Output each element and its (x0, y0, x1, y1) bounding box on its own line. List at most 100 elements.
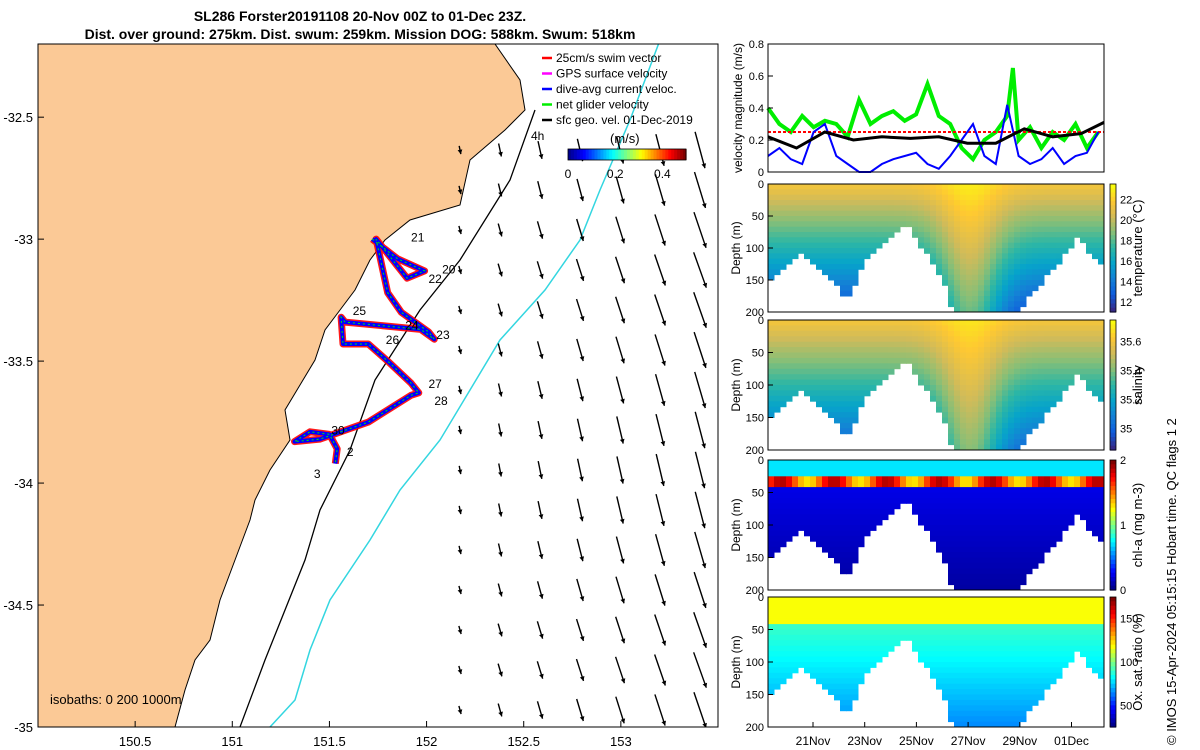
section-cell (888, 597, 895, 603)
section-cell (1092, 651, 1099, 658)
section-cell (828, 640, 835, 647)
geo-arrow-head (498, 391, 503, 397)
section-cell (1092, 613, 1099, 620)
geo-arrow (615, 216, 625, 244)
section-cell (954, 672, 961, 679)
section-cell (1086, 508, 1093, 515)
section-cell (786, 607, 793, 614)
section-cell (852, 557, 859, 564)
section-cell (1008, 487, 1015, 493)
section-cell (810, 395, 817, 402)
section-cell (996, 597, 1003, 603)
section-cell (798, 645, 805, 652)
section-cell (1098, 535, 1105, 542)
section-cell (948, 710, 955, 717)
section-cell (1092, 385, 1099, 391)
section-cell (786, 320, 793, 326)
section-cell (984, 306, 991, 313)
section-cell (852, 492, 859, 499)
section-cell (1038, 374, 1045, 381)
section-cell (930, 352, 937, 359)
section-cell (984, 264, 991, 270)
section-cell (978, 428, 985, 435)
colorbar-tick: 35 (1120, 423, 1132, 435)
section-cell (864, 618, 871, 625)
section-cell (942, 226, 949, 233)
section-cell (990, 694, 997, 701)
section-cell (768, 546, 775, 553)
section-cell (1092, 320, 1099, 326)
colorbar-cell (629, 149, 634, 160)
section-cell (936, 385, 943, 391)
section-cell (972, 290, 979, 297)
section-cell (786, 481, 793, 488)
section-cell (978, 705, 985, 712)
section-cell (990, 242, 997, 249)
section-cell (894, 357, 901, 364)
y-tick-label: -35 (14, 720, 33, 735)
section-cell (996, 710, 1003, 717)
section-cell (1002, 444, 1009, 451)
section-cell (858, 514, 865, 521)
section-cell (978, 374, 985, 381)
geo-arrow-head (619, 478, 625, 484)
section-cell (834, 546, 841, 553)
section-cell (816, 336, 823, 343)
section-cell (960, 205, 967, 212)
section-cell (1014, 716, 1021, 723)
section-cell (972, 607, 979, 614)
section-cell (1080, 470, 1087, 477)
section-cell (1008, 476, 1015, 483)
geo-arrow (694, 451, 706, 489)
section-cell (918, 205, 925, 212)
section-cell (876, 237, 883, 244)
section-cell (846, 607, 853, 614)
section-cell (1002, 184, 1009, 190)
section-cell (972, 253, 979, 260)
section-cell (924, 184, 931, 190)
section-cell (1032, 194, 1039, 201)
section-cell (864, 374, 871, 381)
legend-entry: net glider velocity (556, 98, 649, 112)
colorbar-cell (621, 149, 625, 160)
section-cell (798, 248, 805, 254)
geo-arrow-head (619, 438, 625, 444)
section-cell (822, 320, 829, 326)
section-cell (858, 618, 865, 625)
section-cell (888, 232, 895, 238)
section-cell (996, 678, 1003, 685)
section-cell (792, 613, 799, 620)
section-cell (954, 602, 961, 609)
section-cell (948, 535, 955, 542)
section-cell (924, 503, 931, 510)
section-cell (822, 336, 829, 343)
section-cell (816, 678, 823, 685)
section-cell (1014, 374, 1021, 381)
colorbar-cell (659, 149, 663, 160)
section-cell (858, 385, 865, 391)
section-cell (1032, 258, 1039, 265)
section-cell (930, 184, 937, 190)
section-cell (990, 460, 997, 466)
section-cell (1044, 514, 1051, 521)
section-cell (960, 216, 967, 222)
section-cell (1068, 508, 1075, 515)
section-cell (798, 476, 805, 483)
section-cell (846, 330, 853, 337)
section-cell (942, 497, 949, 504)
section-cell (834, 320, 841, 326)
section-cell (1014, 618, 1021, 625)
section-cell (948, 689, 955, 695)
section-cell (1002, 253, 1009, 260)
section-cell (858, 656, 865, 663)
section-cell (1044, 476, 1051, 483)
geo-arrow-head (538, 434, 544, 439)
colorbar-tick: 2 (1120, 455, 1126, 467)
section-cell (834, 248, 841, 254)
section-cell (1050, 541, 1057, 548)
section-cell (1098, 194, 1105, 201)
section-cell (996, 379, 1003, 386)
section-cell (984, 716, 991, 723)
section-cell (960, 285, 967, 292)
section-cell (942, 597, 949, 603)
